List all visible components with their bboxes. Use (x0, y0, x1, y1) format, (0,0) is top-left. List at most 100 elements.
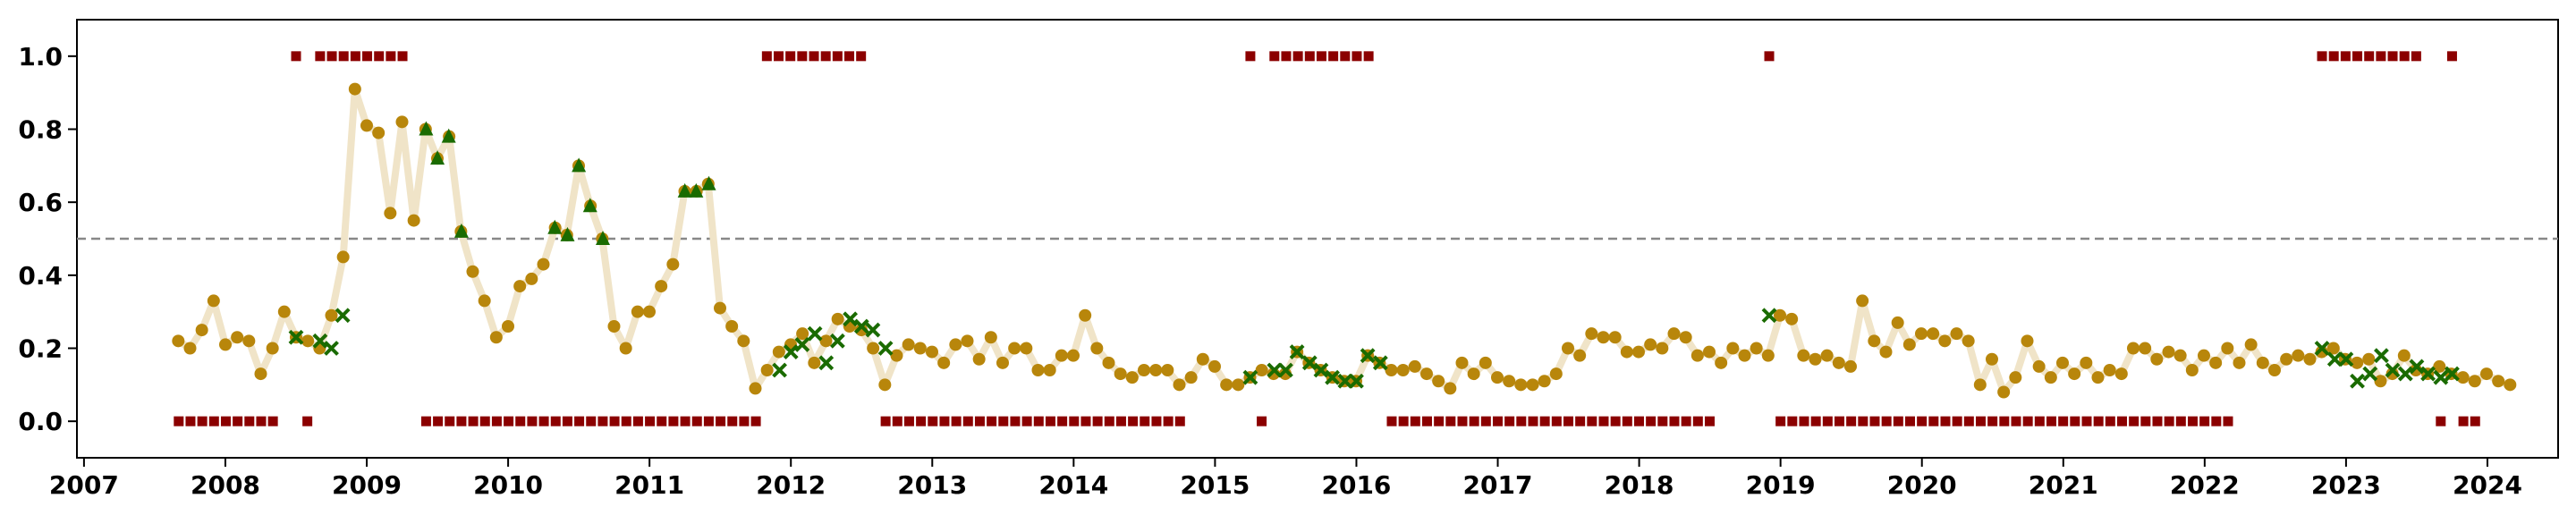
square-marker (574, 416, 585, 426)
cross-marker (1325, 369, 1341, 385)
square-marker (739, 416, 750, 426)
circle-marker (2044, 371, 2057, 384)
cross-marker (2326, 351, 2343, 367)
square-marker (1963, 416, 1974, 426)
square-marker (1281, 51, 1292, 62)
square-marker (2211, 416, 2222, 426)
y-tick-label: 0.6 (18, 188, 63, 217)
square-marker (2081, 416, 2092, 426)
circle-marker (1750, 342, 1763, 355)
circle-marker (2479, 367, 2493, 381)
circle-marker (808, 356, 821, 369)
circle-marker (1927, 327, 1940, 341)
square-marker (2164, 416, 2174, 426)
square-marker (1952, 416, 1962, 426)
square-marker (1669, 416, 1680, 426)
circle-marker (1008, 342, 1021, 355)
square-marker (1551, 416, 1562, 426)
cross-marker (1301, 355, 1318, 371)
square-marker (504, 416, 514, 426)
square-marker (1269, 51, 1280, 62)
circle-marker (2091, 371, 2105, 384)
y-tick-label: 0.2 (18, 334, 63, 364)
square-marker (1469, 416, 1479, 426)
circle-marker (1644, 338, 1657, 351)
square-marker (1563, 416, 1573, 426)
circle-marker (1856, 294, 1869, 308)
circle-marker (348, 82, 361, 96)
cross-marker (1761, 308, 1777, 324)
square-marker (1304, 51, 1315, 62)
square-marker (621, 416, 631, 426)
circle-marker (1620, 345, 1633, 359)
square-marker (1386, 416, 1397, 426)
square-marker (820, 51, 831, 62)
square-marker (1010, 416, 1021, 426)
circle-marker (1549, 367, 1563, 381)
cross-marker (843, 311, 859, 327)
circle-marker (725, 320, 739, 333)
square-marker (1115, 416, 1126, 426)
circle-marker (1573, 349, 1587, 362)
square-marker (586, 416, 597, 426)
square-marker (703, 416, 714, 426)
square-marker (197, 416, 208, 426)
circle-marker (2185, 364, 2199, 376)
square-marker (1457, 416, 1468, 426)
square-marker (962, 416, 973, 426)
cross-marker (818, 355, 835, 371)
circle-marker (867, 342, 880, 355)
series-line (174, 85, 2514, 396)
square-marker (951, 416, 962, 426)
circle-marker (2280, 352, 2293, 366)
x-tick-label: 2023 (2311, 470, 2381, 500)
circle-marker (1879, 345, 1893, 359)
square-marker (1622, 416, 1632, 426)
circle-marker (1785, 312, 1799, 325)
circle-marker (1031, 364, 1045, 376)
circle-marker (2080, 356, 2093, 369)
circle-marker (819, 334, 833, 348)
circle-marker (631, 305, 644, 318)
square-marker (2187, 416, 2198, 426)
square-marker (597, 416, 608, 426)
circle-marker (1514, 378, 1528, 392)
circle-marker (2397, 349, 2411, 362)
square-marker (2022, 416, 2033, 426)
circle-marker (996, 356, 1009, 369)
circle-marker (1102, 356, 1115, 369)
circle-marker (1043, 364, 1056, 376)
square-marker (2140, 416, 2151, 426)
circle-marker (2197, 349, 2210, 362)
circle-marker (1444, 382, 1457, 395)
square-marker (657, 416, 667, 426)
square-marker (2470, 416, 2480, 426)
square-marker (1045, 416, 1055, 426)
square-marker (2328, 51, 2339, 62)
circle-marker (1467, 367, 1480, 381)
circle-marker (218, 338, 232, 351)
square-marker (2364, 51, 2375, 62)
circle-marker (2326, 342, 2340, 355)
square-marker (538, 416, 549, 426)
square-marker (1704, 416, 1715, 426)
triangle-marker (560, 226, 575, 241)
circle-marker (2103, 364, 2116, 376)
cross-marker (829, 333, 845, 349)
square-marker (632, 416, 643, 426)
circle-marker (760, 364, 774, 376)
circle-marker (1232, 378, 1245, 392)
square-marker (974, 416, 985, 426)
square-marker (1033, 416, 1044, 426)
circle-marker (537, 258, 550, 271)
cross-marker (1278, 362, 1293, 378)
circle-marker (325, 308, 338, 322)
square-marker (998, 416, 1009, 426)
square-marker (433, 416, 444, 426)
circle-marker (1455, 356, 1469, 369)
x-tick-label: 2007 (49, 470, 119, 500)
circle-marker (1173, 378, 1186, 392)
square-marker (479, 416, 490, 426)
circle-marker (2032, 359, 2046, 373)
cross-marker (2433, 369, 2449, 385)
